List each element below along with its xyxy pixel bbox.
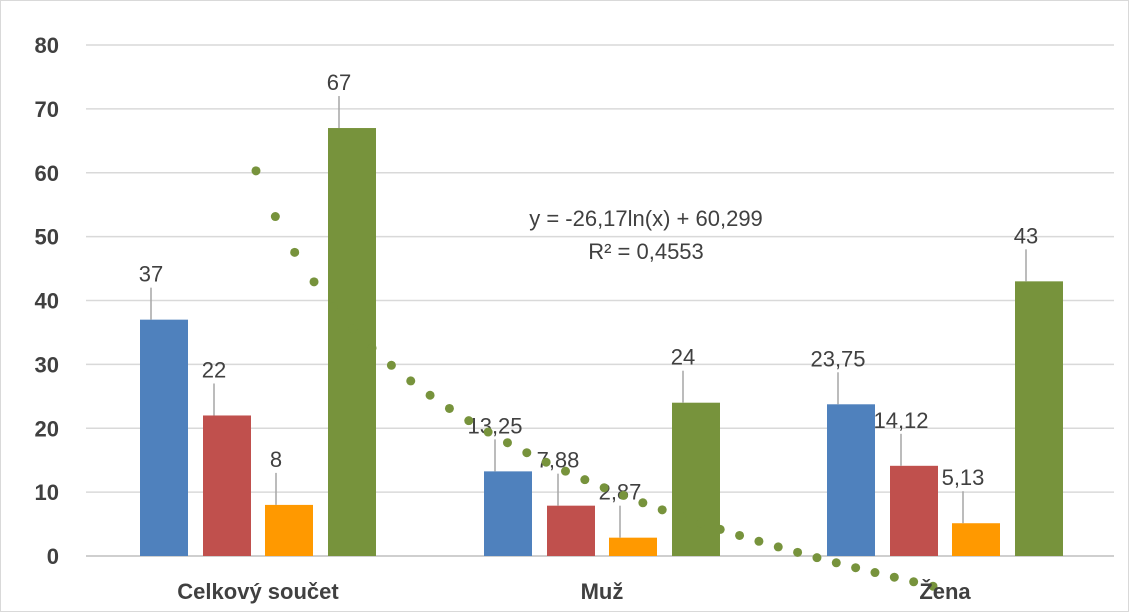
trendline-dot [677,512,687,522]
trendline-dot [406,376,416,386]
y-tick-label: 50 [35,225,59,250]
bar [827,404,875,556]
data-label: 67 [327,70,351,95]
data-label: 43 [1014,223,1038,248]
bar [1015,281,1063,556]
y-tick-label: 60 [35,161,59,186]
trendline-dot [367,343,377,353]
trendline-dot [812,553,822,563]
data-label-leader-lines [150,96,1027,538]
trendline-dot [831,558,841,568]
trendline-dot [502,438,512,448]
trendline-dot [657,505,667,515]
trendline-dot [754,536,764,546]
trendline-dot [735,530,745,540]
trendline-dot [270,212,280,222]
y-tick-label: 80 [35,33,59,58]
y-tick-label: 20 [35,416,59,441]
y-tick-label: 30 [35,352,59,377]
trendline-dot [638,498,648,508]
trendline-dot [599,483,609,493]
trendline-dot [619,490,629,500]
bar [140,319,188,556]
category-label: Žena [919,579,971,604]
trendline-dot [444,403,454,413]
trendline-r-squared: R² = 0,4553 [588,239,704,264]
data-label: 5,13 [942,465,985,490]
bar [328,128,376,556]
category-label: Muž [581,579,624,604]
y-axis-tick-labels: 0 10 20 30 40 50 60 70 80 [35,33,59,569]
trendline-dot [251,166,261,176]
trendline-equation: y = -26,17ln(x) + 60,299 [529,206,763,231]
trendline-dot [348,324,358,334]
trendline-dot [290,247,300,257]
data-label: 23,75 [810,346,865,371]
y-tick-label: 70 [35,97,59,122]
data-label: 8 [270,447,282,472]
x-axis-category-labels: Celkový součet Muž Žena [177,579,971,604]
bars [140,128,1063,556]
trendline-dot [386,360,396,370]
y-tick-label: 40 [35,289,59,314]
bar [609,537,657,556]
trendline-dot [889,572,899,582]
data-label: 14,12 [873,408,928,433]
y-tick-label: 0 [47,544,59,569]
trendline-dot [522,448,532,458]
data-label: 24 [671,345,695,370]
y-tick-label: 10 [35,480,59,505]
trendline-dot [715,524,725,534]
trendline-dot [541,457,551,467]
trendline-dot [773,542,783,552]
trendline-dot [483,427,493,437]
data-label: 13,25 [467,413,522,438]
trendline-dot [870,568,880,578]
trendline-dot [928,581,938,591]
trendline-dot [851,563,861,573]
data-label: 22 [202,357,226,382]
bar [672,402,720,556]
trendline-dot [909,577,919,587]
trendline-dot [696,518,706,528]
trendline-dot [425,390,435,400]
bar [952,523,1000,556]
trendline-dot [560,466,570,476]
trendline-dot [309,277,319,287]
trendline-dot [793,547,803,557]
trendline-dot [328,302,338,312]
category-label: Celkový součet [177,579,339,604]
trendline-dot [464,416,474,426]
bar [265,504,313,556]
bar [890,465,938,556]
trendline-dot [580,475,590,485]
data-label: 37 [139,262,163,287]
trendline [251,166,938,591]
bar [547,505,595,556]
bar [484,471,532,556]
bar [203,415,251,556]
